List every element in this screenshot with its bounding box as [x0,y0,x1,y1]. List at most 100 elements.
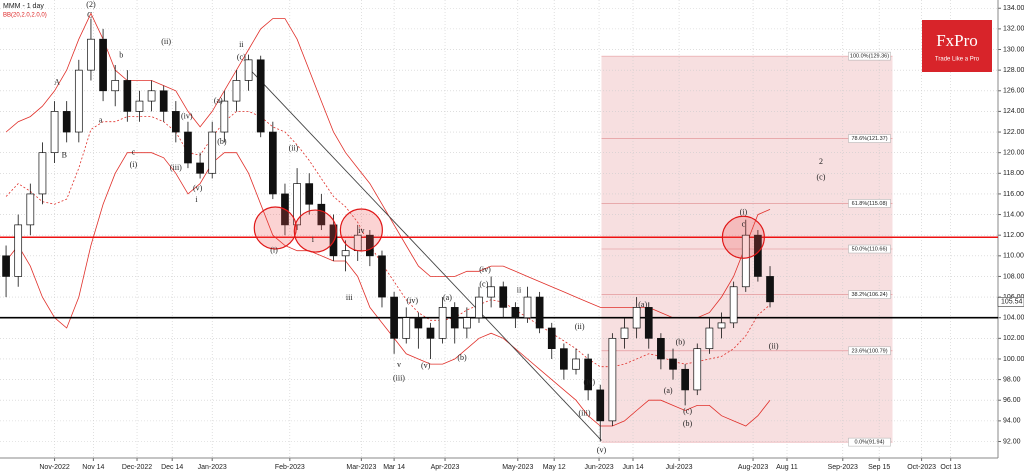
y-tick-label: 92.00 [1003,438,1021,445]
candle-body [62,111,71,133]
wave-label: (i) [130,160,138,169]
candle-body [366,234,374,257]
candle-body [184,131,192,164]
x-tick-label: Sep-2023 [828,464,858,471]
x-tick-label: Oct-2023 [907,464,936,471]
wave-label: i [195,195,198,204]
wave-label: (c) [683,406,692,415]
candle-body [220,100,229,133]
candle-body [766,276,774,303]
wave-label: (v) [193,184,203,193]
y-tick-label: 134.00 [1003,5,1024,12]
y-tick-label: 130.00 [1003,46,1024,53]
wave-label: (a) [214,96,223,105]
candle-body [329,224,338,257]
band-lower [5,152,771,427]
x-tick-label: Jan-2023 [198,464,227,471]
candle-body [463,317,471,329]
candle-body [256,59,265,133]
last-price-label: 105.54 [1001,299,1023,306]
candle-body [450,307,459,329]
x-tick-label: Jun-2023 [584,464,613,471]
candle-body [2,255,10,277]
candle-body [547,327,556,350]
wave-label: (b) [683,419,693,428]
candle-body [596,389,605,422]
fib-label-box [848,290,891,299]
fib-label: 78.6%(121.37) [851,136,887,142]
candle-body [644,307,653,339]
candle-body [511,307,520,319]
candle-body [268,131,277,195]
candle-body [26,193,35,226]
trendline [248,67,602,441]
fib-label: 23.6%(100.79) [851,348,887,354]
wave-label: (iii) [170,163,182,172]
wave-label: B [62,151,67,160]
y-tick-label: 104.00 [1003,315,1024,322]
wave-label: a [99,116,103,125]
wave-label: (b) [217,137,227,146]
x-tick-label: Aug 11 [776,464,798,471]
wave-label: (a) [638,300,647,309]
candle-body [523,296,532,319]
fib-label: 100.0%(129.36) [850,54,889,60]
fib-label: 38.2%(106.24) [851,292,887,298]
candle-body [608,337,617,422]
wave-label: v [397,360,401,369]
candle-body [705,327,714,350]
candle-body [729,286,738,324]
candle-body [305,183,314,205]
y-tick-label: 94.00 [1003,418,1021,425]
x-tick-label: Aug-2023 [738,464,768,471]
candle-body [244,59,253,81]
wave-label: (i) [740,207,748,216]
wave-label: (a) [664,386,673,395]
wave-label: (iv) [479,265,491,274]
candle-body [135,100,144,112]
y-tick-label: 102.00 [1003,335,1024,342]
wave-label: C [87,10,92,19]
candle-body [99,38,107,92]
x-tick-label: Mar-2023 [346,464,376,471]
candle-body [159,90,168,112]
candle-body [123,80,132,112]
brand-box [922,20,992,72]
candle-body [754,234,762,277]
x-tick-label: Oct 13 [940,464,961,471]
wave-label: (iv) [181,111,193,120]
y-tick-label: 124.00 [1003,108,1024,115]
x-tick-label: Mar 14 [383,464,405,471]
candle-body [499,286,508,308]
candle-body [317,203,326,226]
wave-label: (iii) [393,373,405,382]
wave-label: iv [358,226,364,235]
y-tick-label: 112.00 [1003,232,1024,239]
candle-body [717,322,726,329]
highlight-circle [339,208,383,252]
last-price-box [997,297,1024,307]
wave-label: ii [517,286,522,295]
fib-label: 50.0%(110.66) [852,246,888,252]
candle-body [438,307,447,339]
fib-label-box [848,199,891,208]
wave-label: iii [346,293,353,302]
highlight-circle [253,206,297,250]
band-middle [5,111,771,368]
wave-label: (iv) [584,378,596,387]
candle-body [560,348,568,370]
x-tick-label: Dec-2022 [122,464,152,471]
wave-label: (a) [443,293,452,302]
candle-body [111,80,120,92]
candle-body [693,348,702,391]
wave-label: (c) [237,53,246,62]
x-tick-label: Sep 15 [868,464,890,471]
candle-body [669,358,677,370]
fib-label-box [848,244,891,254]
candle-body [38,152,47,195]
wave-label: c [742,220,746,229]
wave-label: (b) [457,353,467,362]
candle-body [232,80,241,102]
